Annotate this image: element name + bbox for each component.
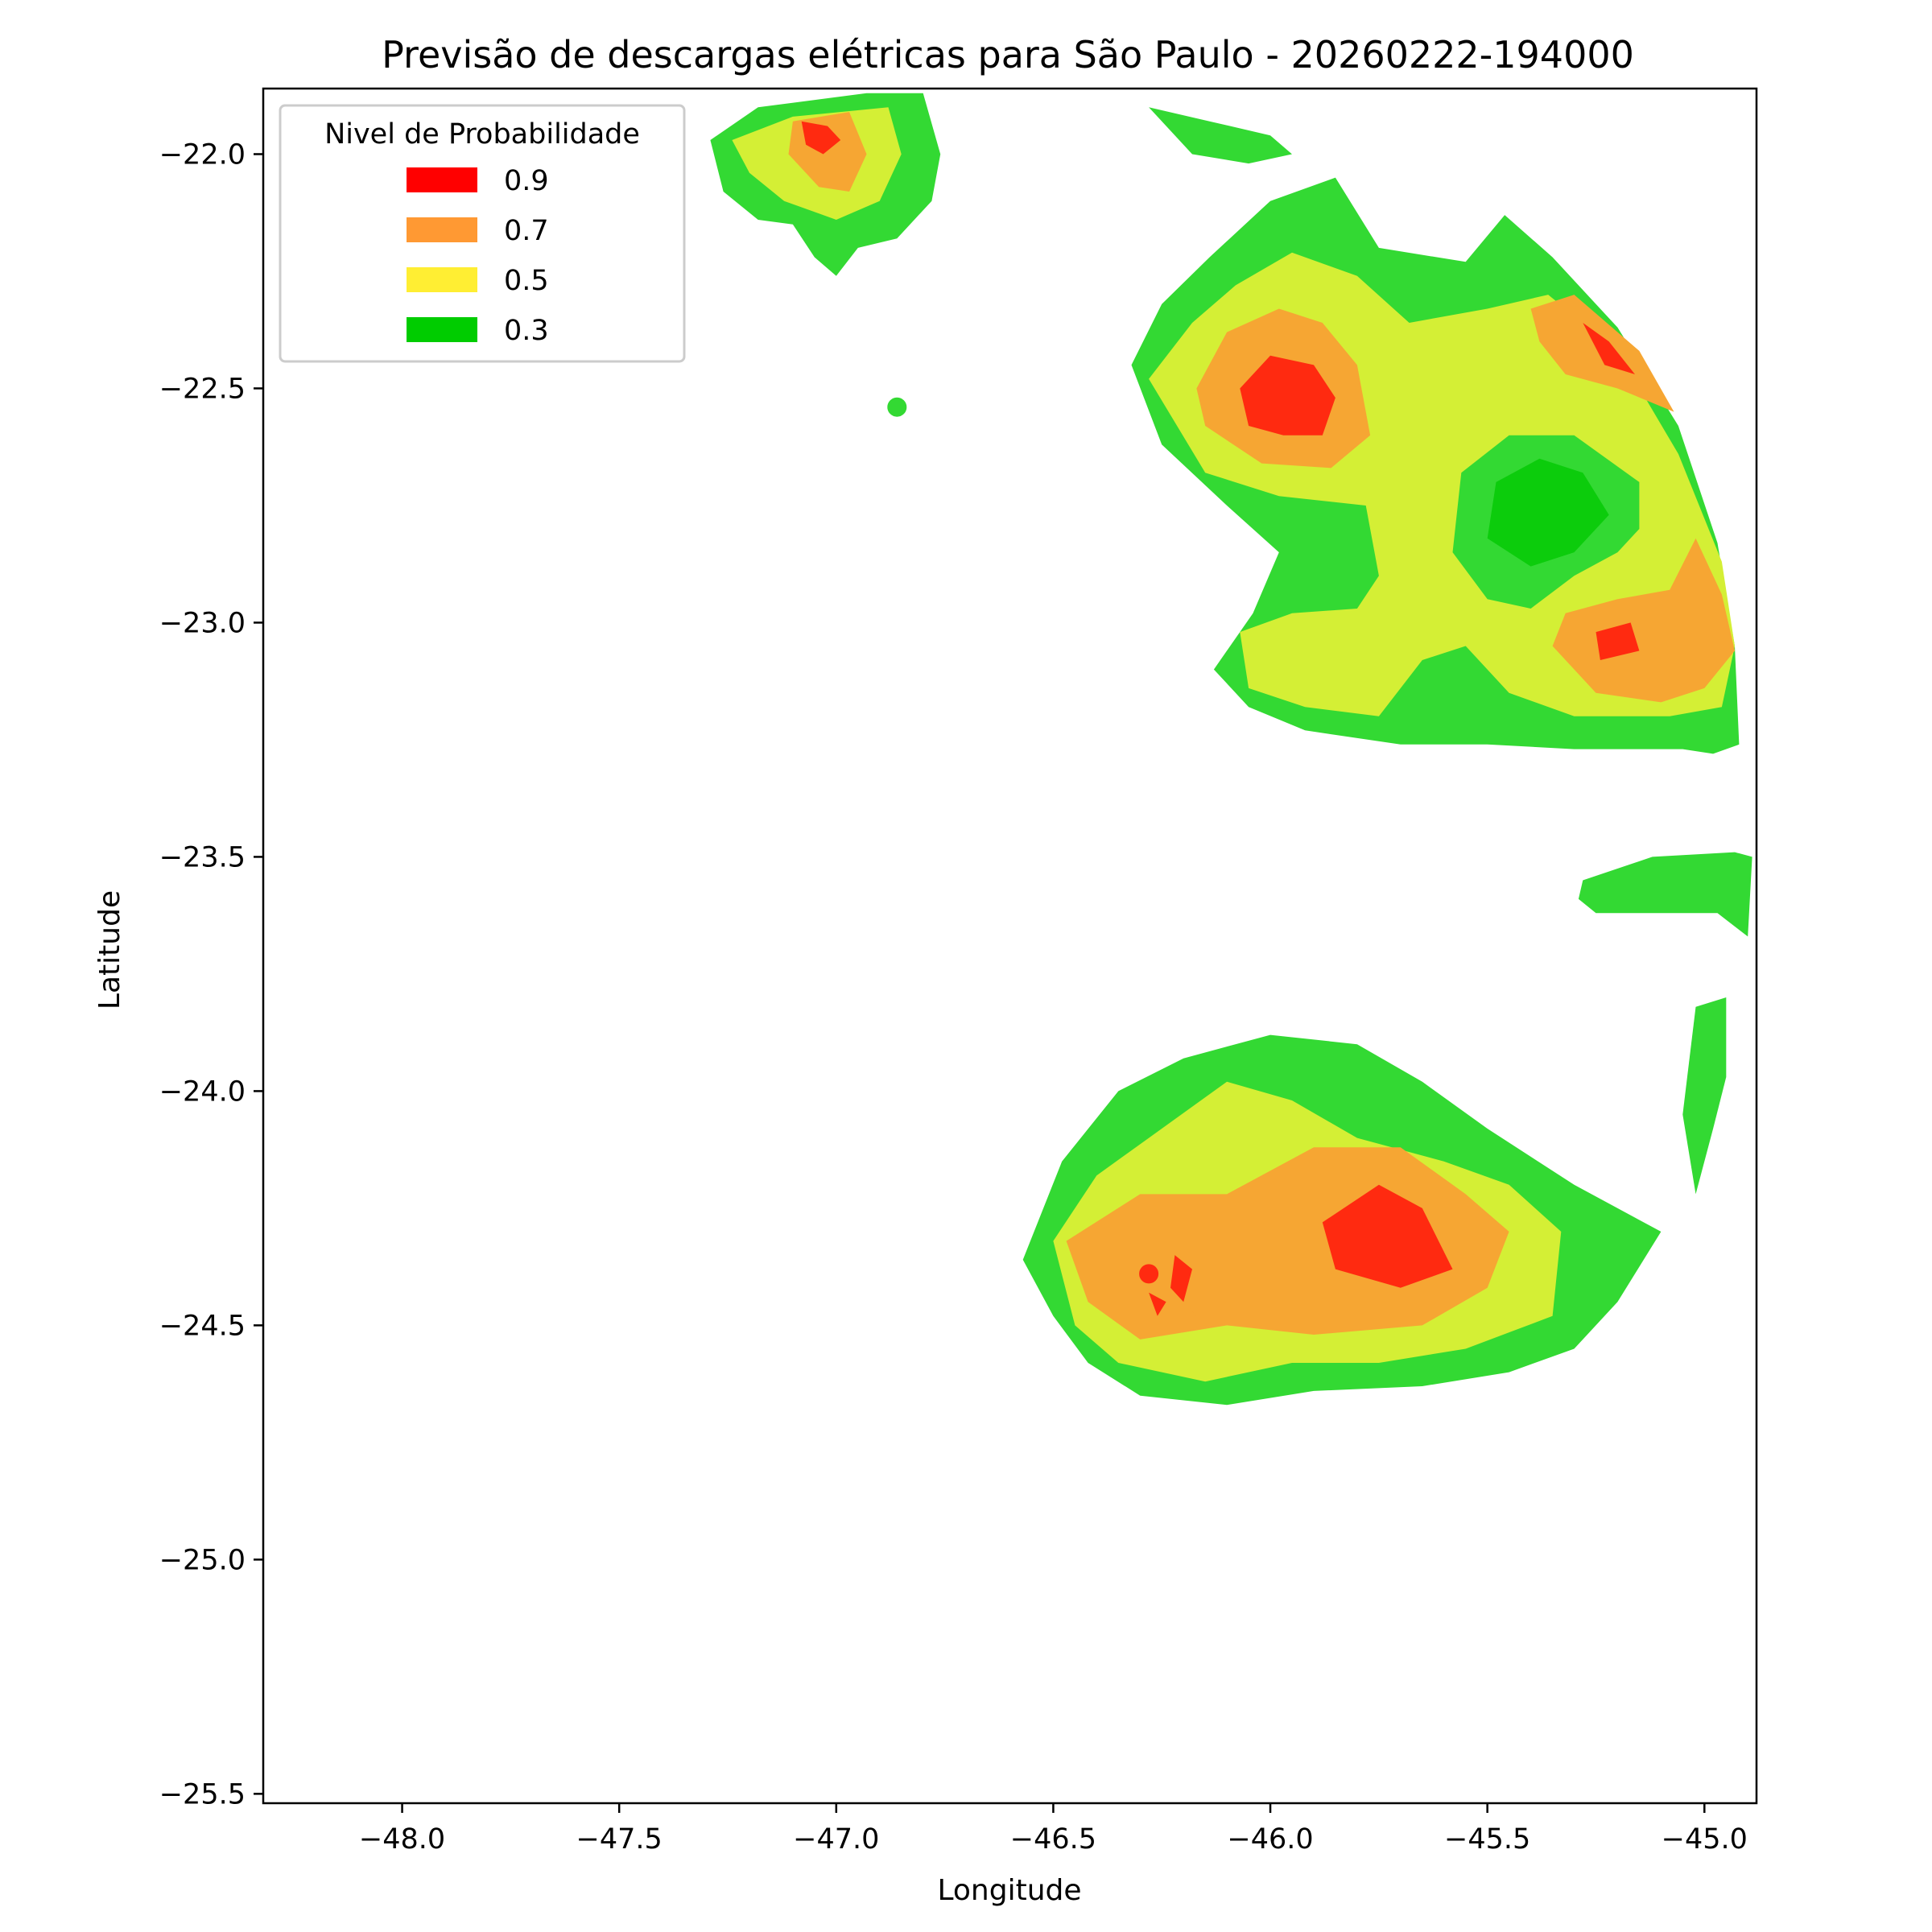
y-axis-label: Latitude <box>93 890 126 1009</box>
legend-swatch-2 <box>407 267 477 292</box>
x-tick-label-5: −45.5 <box>1444 1823 1530 1856</box>
region-level-09-14 <box>1596 622 1640 660</box>
legend-label-0: 0.9 <box>504 165 549 197</box>
probability-contours <box>710 93 1752 1406</box>
region-level-09-20 <box>1322 1184 1453 1288</box>
x-axis: −48.0 −47.5 −47.0 −46.5 −46.0 −45.5 −45.0 <box>359 1803 1748 1856</box>
plot-area-frame <box>262 87 1758 1805</box>
y-tick-label-2: −23.0 <box>159 607 246 639</box>
point-level-09-1 <box>1139 1264 1159 1284</box>
y-tick-label-3: −23.5 <box>159 841 246 873</box>
legend: Nivel de Probabilidade 0.9 0.7 0.5 0.3 <box>279 104 686 363</box>
legend-swatch-0 <box>407 167 477 192</box>
x-tick-label-0: −48.0 <box>359 1823 445 1856</box>
y-tick-label-0: −22.0 <box>159 138 246 171</box>
region-level-07-13 <box>1552 538 1735 703</box>
region-level-09-21 <box>1170 1255 1197 1316</box>
region-level-03-15 <box>1578 852 1752 937</box>
legend-swatch-3 <box>407 317 477 342</box>
region-level-03-core-8 <box>1487 458 1609 567</box>
chart-title: Previsão de descargas elétricas para São… <box>382 33 1634 76</box>
legend-label-1: 0.7 <box>504 215 549 247</box>
legend-label-3: 0.3 <box>504 315 549 347</box>
y-tick-label-1: −22.5 <box>159 373 246 405</box>
region-level-03-16 <box>1682 997 1727 1195</box>
point-level-03-0 <box>887 397 907 417</box>
region-level-09-10 <box>1240 355 1335 436</box>
region-level-03-4 <box>1149 107 1292 164</box>
y-axis: −22.0 −22.5 −23.0 −23.5 −24.0 −24.5 −25.0 −25.5 <box>159 138 263 1810</box>
legend-label-2: 0.5 <box>504 265 549 297</box>
y-tick-label-7: −25.5 <box>159 1778 246 1810</box>
x-tick-label-6: −45.0 <box>1662 1823 1748 1856</box>
x-tick-label-4: −46.0 <box>1227 1823 1313 1856</box>
legend-title: Nivel de Probabilidade <box>324 118 640 151</box>
region-level-09-12 <box>1583 323 1635 374</box>
legend-box <box>279 104 686 363</box>
x-tick-label-2: −47.0 <box>793 1823 879 1856</box>
region-level-09-22 <box>1149 1292 1166 1316</box>
y-tick-label-6: −25.0 <box>159 1544 246 1576</box>
x-axis-label: Longitude <box>937 1874 1081 1907</box>
x-tick-label-1: −47.5 <box>576 1823 663 1856</box>
y-tick-label-5: −24.5 <box>159 1310 246 1342</box>
legend-swatch-1 <box>407 217 477 242</box>
x-tick-label-3: −46.5 <box>1010 1823 1096 1856</box>
y-tick-label-4: −24.0 <box>159 1075 246 1108</box>
region-level-09-3 <box>801 121 841 155</box>
